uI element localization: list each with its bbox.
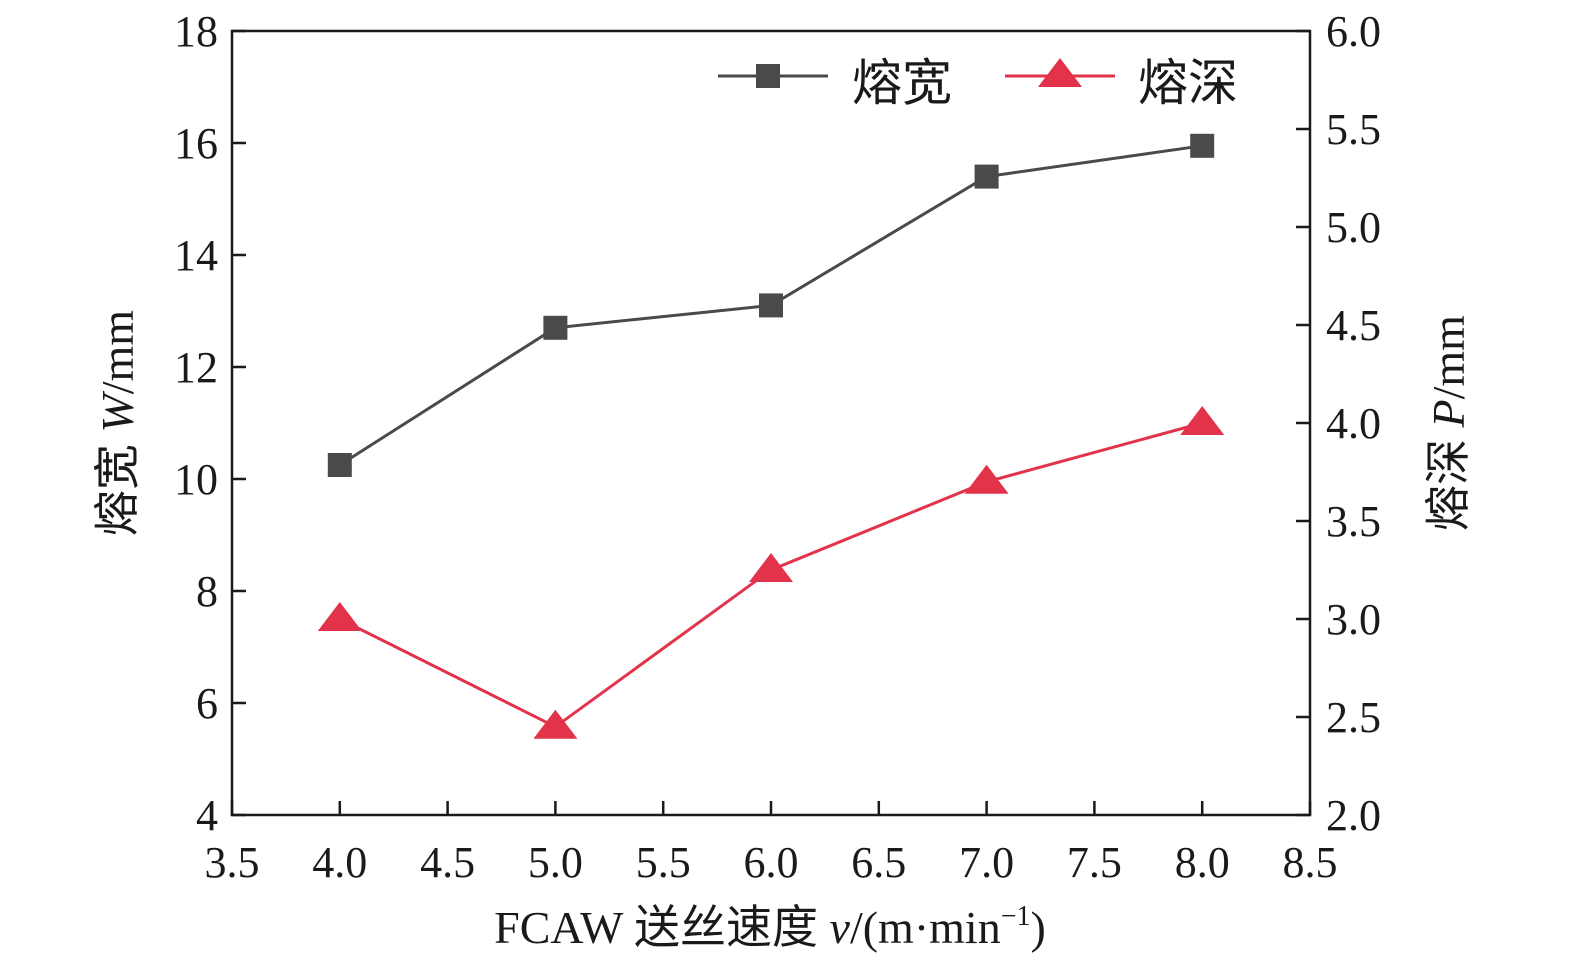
x-tick-label: 7.0 [959, 838, 1014, 887]
y-left-tick-label: 10 [174, 455, 218, 504]
y-left-tick-label: 16 [174, 119, 218, 168]
x-tick-label: 5.0 [528, 838, 583, 887]
x-tick-label: 6.5 [851, 838, 906, 887]
y-left-tick-label: 4 [196, 791, 218, 840]
data-point-square [327, 453, 352, 477]
x-tick-label: 4.5 [420, 838, 475, 887]
y-right-tick-label: 3.0 [1326, 595, 1381, 644]
y-right-tick-label: 4.0 [1326, 399, 1381, 448]
y-left-tick-label: 12 [174, 343, 218, 392]
legend-square-marker [756, 64, 780, 88]
x-tick-label: 8.0 [1175, 838, 1230, 887]
data-point-square [759, 293, 783, 318]
data-point-triangle [964, 464, 1009, 494]
legend-label-depth: 熔深 [1138, 55, 1238, 111]
y-right-tick-label: 5.5 [1326, 105, 1381, 154]
x-tick-label: 5.5 [636, 838, 691, 887]
legend: 熔宽 熔深 [718, 55, 1238, 111]
plot-frame [230, 29, 1312, 817]
legend-triangle-marker [1038, 58, 1082, 87]
y-right-tick-label: 2.0 [1326, 791, 1381, 840]
x-tick-label: 4.0 [312, 838, 367, 887]
x-tick-label: 3.5 [205, 838, 260, 887]
y-axis-right-label: 熔深 P/mm [1423, 315, 1474, 531]
data-point-triangle [317, 602, 362, 631]
x-tick-label: 8.5 [1283, 838, 1338, 887]
y-right-tick-label: 4.5 [1326, 301, 1381, 350]
data-point-triangle [749, 553, 793, 582]
y-right-tick-label: 3.5 [1326, 497, 1381, 546]
y-left-tick-label: 8 [196, 567, 218, 616]
y-left-tick-label: 14 [174, 231, 218, 280]
legend-label-width: 熔宽 [852, 55, 952, 111]
y-right-tick-label: 2.5 [1326, 693, 1381, 742]
y-left-tick-label: 6 [196, 679, 218, 728]
data-point-square [1190, 133, 1215, 158]
data-point-triangle [533, 709, 578, 739]
x-tick-label: 6.0 [744, 838, 799, 887]
data-point-square [543, 315, 568, 340]
y-left-tick-label: 18 [174, 7, 218, 56]
data-point-triangle [1180, 406, 1225, 435]
data-point-square [974, 164, 999, 189]
y-axis-left-label: 熔宽 W/mm [92, 310, 143, 536]
x-tick-label: 7.5 [1067, 838, 1122, 887]
y-right-tick-label: 5.0 [1326, 203, 1381, 252]
x-axis-label: FCAW 送丝速度 v/(m·min−1) [494, 901, 1046, 953]
y-right-tick-label: 6.0 [1326, 7, 1381, 56]
